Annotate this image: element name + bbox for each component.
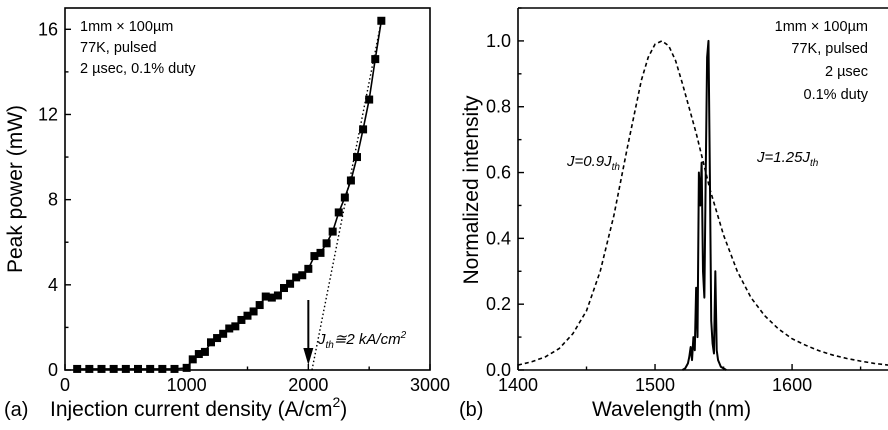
y-tick-label-b: 1.0 <box>486 31 511 51</box>
y-axis-label-b: Normalized intensity <box>460 95 483 285</box>
annotation-a-line2: 77K, pulsed <box>80 40 157 56</box>
threshold-arrow-head <box>303 348 314 365</box>
x-axis-label-a: Injection current density (A/cm2) <box>50 394 347 421</box>
x-axis-label-b: Wavelength (nm) <box>592 398 751 421</box>
data-point <box>188 355 197 364</box>
fit-line <box>311 20 383 371</box>
data-point <box>121 364 130 373</box>
annotation-b-line2: 77K, pulsed <box>791 41 868 57</box>
data-point <box>109 364 118 373</box>
threshold-label: Jth≅2 kA/cm2 <box>317 330 407 351</box>
data-point <box>298 271 307 280</box>
data-point <box>346 176 355 185</box>
data-point <box>377 16 386 25</box>
x-tick-label-a: 3000 <box>410 375 450 395</box>
data-point <box>267 293 276 302</box>
data-point <box>200 347 209 356</box>
lasing-spectrum-line <box>681 39 727 371</box>
data-point <box>365 95 374 104</box>
y-tick-label-b: 0.8 <box>486 97 511 117</box>
y-tick-label-b: 0.4 <box>486 228 511 248</box>
x-tick-label-b: 1500 <box>635 375 675 395</box>
data-point <box>146 364 155 373</box>
axis-ticks-b: 1400 1500 1600 0.0 0.2 0.4 0.6 0.8 1.0 <box>486 7 862 395</box>
data-point <box>292 273 301 282</box>
x-tick-label-a: 1000 <box>167 375 207 395</box>
panel-label-b: (b) <box>459 399 483 421</box>
data-point <box>334 208 343 217</box>
broad-spectrum-line <box>517 39 888 366</box>
data-point <box>158 364 167 373</box>
data-point <box>310 252 319 261</box>
series-label-lasing: J=1.25Jth <box>756 149 819 169</box>
panel-b: 1400 1500 1600 0.0 0.2 0.4 0.6 0.8 1.0 1mm × 100… <box>459 7 888 421</box>
data-point <box>231 322 240 331</box>
data-point <box>134 364 142 373</box>
data-point <box>85 364 94 373</box>
data-point <box>219 329 228 338</box>
data-point <box>328 227 337 236</box>
data-point <box>73 364 82 373</box>
data-point <box>280 284 288 293</box>
data-point <box>261 292 270 301</box>
data-point <box>255 301 264 310</box>
y-axis-label-a: Peak power (mW) <box>4 105 27 273</box>
y-tick-label-b: 0.0 <box>486 360 511 380</box>
x-tick-label-b: 1400 <box>498 375 538 395</box>
series-b <box>517 39 888 371</box>
data-point <box>225 324 234 333</box>
series-a <box>73 16 386 373</box>
y-tick-label-a: 16 <box>38 19 58 39</box>
annotation-b-line4: 0.1% duty <box>804 87 869 103</box>
annotation-b: 1mm × 100µm 77K, pulsed 2 µsec 0.1% duty <box>775 19 869 103</box>
annotation-b-line3: 2 µsec <box>825 64 868 80</box>
y-tick-label-a: 12 <box>38 104 58 124</box>
data-point <box>273 291 282 300</box>
data-point <box>170 364 179 373</box>
data-point <box>304 264 313 273</box>
data-point <box>322 239 331 248</box>
data-point <box>182 363 191 372</box>
data-point <box>97 364 106 373</box>
data-point <box>213 334 222 343</box>
data-point <box>207 338 215 347</box>
threshold-marker: Jth≅2 kA/cm2 <box>303 300 407 365</box>
panel-label-a: (a) <box>4 399 28 421</box>
y-tick-label-a: 4 <box>48 275 58 295</box>
data-point <box>359 125 368 134</box>
data-point <box>243 311 252 320</box>
y-tick-label-a: 8 <box>48 190 58 210</box>
axis-ticks-a: 0 1000 2000 3000 0 4 8 12 16 <box>38 19 450 395</box>
x-tick-label-a: 0 <box>60 375 70 395</box>
y-tick-label-a: 0 <box>48 360 58 380</box>
data-point <box>286 279 295 288</box>
x-tick-label-a: 2000 <box>288 375 328 395</box>
data-point <box>353 153 361 162</box>
y-tick-label-b: 0.2 <box>486 294 511 314</box>
data-point <box>194 350 203 359</box>
x-tick-label-b: 1600 <box>772 375 812 395</box>
data-point <box>340 193 349 202</box>
annotation-b-line1: 1mm × 100µm <box>775 19 868 35</box>
panel-a: 0 1000 2000 3000 0 4 8 12 16 1mm × 100µm 77K, pu… <box>4 7 450 421</box>
data-point <box>237 315 246 324</box>
annotation-a: 1mm × 100µm 77K, pulsed 2 µsec, 0.1% dut… <box>80 19 196 77</box>
annotation-a-line3: 2 µsec, 0.1% duty <box>80 61 196 77</box>
annotation-a-line1: 1mm × 100µm <box>80 19 173 35</box>
series-label-broad: J=0.9Jth <box>566 153 620 173</box>
y-tick-label-b: 0.6 <box>486 163 511 183</box>
data-point <box>249 307 258 316</box>
data-point <box>371 55 380 64</box>
data-point <box>316 248 325 257</box>
